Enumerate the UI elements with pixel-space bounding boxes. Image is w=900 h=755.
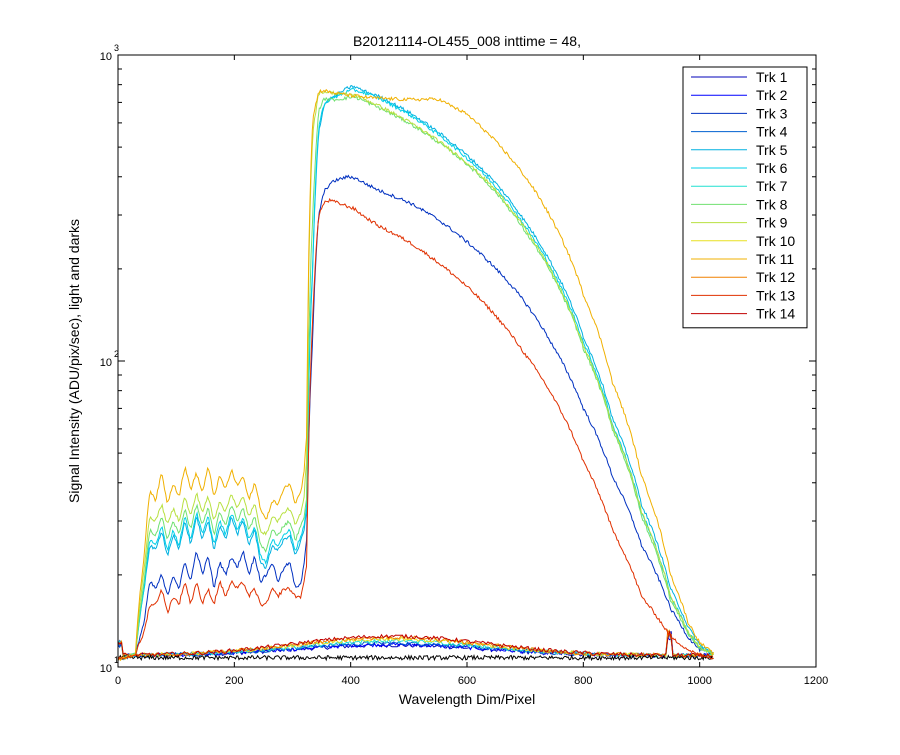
legend-label: Trk 4 — [756, 124, 788, 140]
series-line-trk-11 — [117, 88, 715, 662]
series-line-trk-8 — [117, 95, 714, 660]
y-tick-exponent: 1 — [114, 655, 119, 665]
x-tick-label: 400 — [341, 675, 359, 687]
legend-label: Trk 12 — [756, 269, 795, 285]
series-line-trk-3 — [117, 174, 714, 660]
y-tick-label: 10 — [100, 357, 112, 369]
legend-label: Trk 14 — [756, 306, 795, 322]
legend-label: Trk 10 — [756, 233, 795, 249]
x-tick-label: 1000 — [687, 675, 711, 687]
series-line-trk-14 — [117, 629, 714, 659]
legend-label: Trk 5 — [756, 142, 788, 158]
x-tick-label: 200 — [225, 675, 243, 687]
legend-box — [682, 66, 808, 329]
x-tick-label: 600 — [458, 675, 476, 687]
legend-label: Trk 13 — [756, 287, 795, 303]
series-line-trk-13 — [117, 197, 714, 661]
y-tick-exponent: 2 — [114, 349, 119, 359]
legend: Trk 1 Trk 2 Trk 3 Trk 4 Trk 5 Trk 6 Trk 7 Trk 8… — [682, 66, 808, 329]
legend-label: Trk 3 — [756, 105, 788, 121]
y-tick-exponent: 3 — [114, 43, 119, 53]
x-tick-label: 800 — [574, 675, 592, 687]
x-tick-label: 0 — [115, 675, 121, 687]
legend-label: Trk 2 — [756, 87, 788, 103]
legend-label: Trk 9 — [756, 215, 788, 231]
dark-floor-noise — [117, 654, 714, 662]
chart-title: B20121114-OL455_008 inttime = 48, — [353, 33, 581, 49]
legend-label: Trk 1 — [756, 69, 788, 85]
legend-label: Trk 7 — [756, 178, 788, 194]
series-line-trk-6 — [117, 87, 714, 661]
series-line-trk-9 — [117, 90, 715, 662]
legend-label: Trk 6 — [756, 160, 788, 176]
y-tick-label: 10 — [100, 663, 112, 675]
series-layer — [117, 85, 715, 662]
x-tick-label: 1200 — [804, 675, 828, 687]
y-tick-label: 10 — [100, 51, 112, 63]
y-axis-label: Signal Intensity (ADU/pix/sec), light an… — [66, 219, 82, 503]
series-line-trk-5 — [117, 85, 714, 661]
x-axis-label: Wavelength Dim/Pixel — [399, 691, 535, 707]
legend-label: Trk 11 — [756, 251, 794, 267]
legend-label: Trk 8 — [756, 196, 788, 212]
